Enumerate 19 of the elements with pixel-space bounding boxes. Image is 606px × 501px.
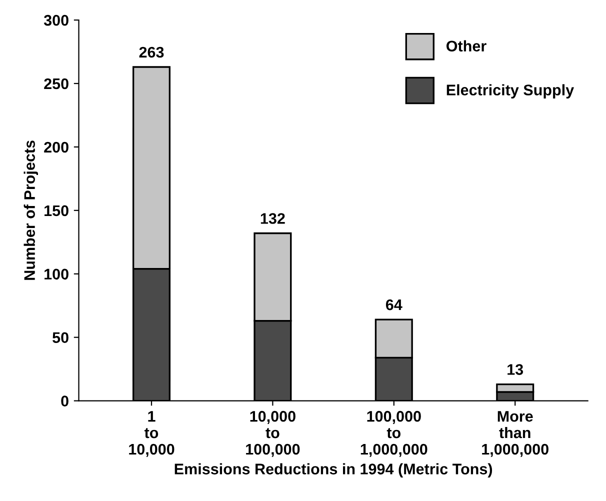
y-tick-label: 200: [44, 142, 68, 153]
x-tick-label: 1 to 10,000: [129, 411, 174, 457]
total-label: 13: [508, 364, 524, 375]
y-axis-title: Number of Projects: [24, 140, 38, 280]
y-tick-label: 250: [44, 78, 68, 90]
y-tick-label: 300: [44, 14, 68, 26]
total-label: 132: [260, 213, 285, 224]
y-tick-label: 50: [52, 332, 68, 344]
x-tick-label: More than 1,000,000: [482, 411, 548, 457]
legend-label: Electricity Supply: [446, 84, 574, 98]
y-tick-label: 150: [44, 205, 68, 216]
x-tick-label: 100,000 to 1,000,000: [360, 410, 428, 457]
total-label: 64: [386, 299, 402, 310]
y-tick-label: 100: [44, 268, 68, 280]
x-axis-title: Emissions Reductions in 1994 (Metric Tons): [174, 463, 492, 478]
x-tick-label: 10,000 to 100,000: [246, 410, 300, 457]
y-tick-label: 0: [61, 396, 68, 406]
total-label: 263: [139, 46, 164, 58]
legend-label: Other: [446, 40, 486, 52]
